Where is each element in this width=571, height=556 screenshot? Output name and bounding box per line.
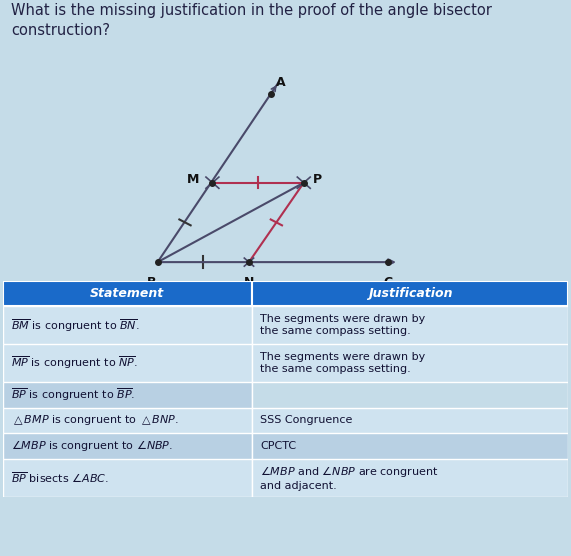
Text: What is the missing justification in the proof of the angle bisector
constructio: What is the missing justification in the…: [11, 3, 492, 38]
Text: $\triangle BMP$ is congruent to $\triangle BNP$.: $\triangle BMP$ is congruent to $\triang…: [11, 413, 179, 428]
Bar: [3, 306, 252, 344]
Text: A: A: [276, 76, 286, 89]
Text: CPCTC: CPCTC: [260, 441, 296, 451]
Bar: [3, 382, 252, 408]
Text: The segments were drawn by
the same compass setting.: The segments were drawn by the same comp…: [260, 315, 425, 336]
Text: B: B: [147, 276, 157, 290]
Bar: [252, 281, 568, 306]
Text: C: C: [383, 276, 392, 290]
Bar: [3, 281, 252, 306]
Text: $\angle MBP$ and $\angle NBP$ are congruent
and adjacent.: $\angle MBP$ and $\angle NBP$ are congru…: [260, 464, 439, 491]
Bar: [3, 433, 252, 459]
Bar: [252, 344, 568, 382]
Text: $\angle MBP$ is congruent to $\angle NBP$.: $\angle MBP$ is congruent to $\angle NBP…: [11, 439, 174, 453]
Bar: [252, 306, 568, 344]
Text: The segments were drawn by
the same compass setting.: The segments were drawn by the same comp…: [260, 353, 425, 374]
Text: P: P: [313, 173, 322, 186]
Bar: [3, 408, 252, 433]
Text: $\overline{BM}$ is congruent to $\overline{BN}$.: $\overline{BM}$ is congruent to $\overli…: [11, 317, 140, 334]
Text: $\overline{BP}$ bisects $\angle ABC$.: $\overline{BP}$ bisects $\angle ABC$.: [11, 470, 109, 485]
Bar: [3, 459, 252, 497]
Text: $\overline{MP}$ is congruent to $\overline{NP}$.: $\overline{MP}$ is congruent to $\overli…: [11, 355, 138, 371]
Bar: [252, 459, 568, 497]
Bar: [252, 433, 568, 459]
Text: Statement: Statement: [90, 287, 164, 300]
Bar: [252, 408, 568, 433]
Text: Justification: Justification: [368, 287, 452, 300]
Text: N: N: [244, 276, 254, 290]
Bar: [3, 344, 252, 382]
Text: $\overline{BP}$ is congruent to $\overline{BP}$.: $\overline{BP}$ is congruent to $\overli…: [11, 386, 135, 403]
Text: SSS Congruence: SSS Congruence: [260, 415, 352, 425]
Text: M: M: [187, 173, 200, 186]
Bar: [252, 382, 568, 408]
